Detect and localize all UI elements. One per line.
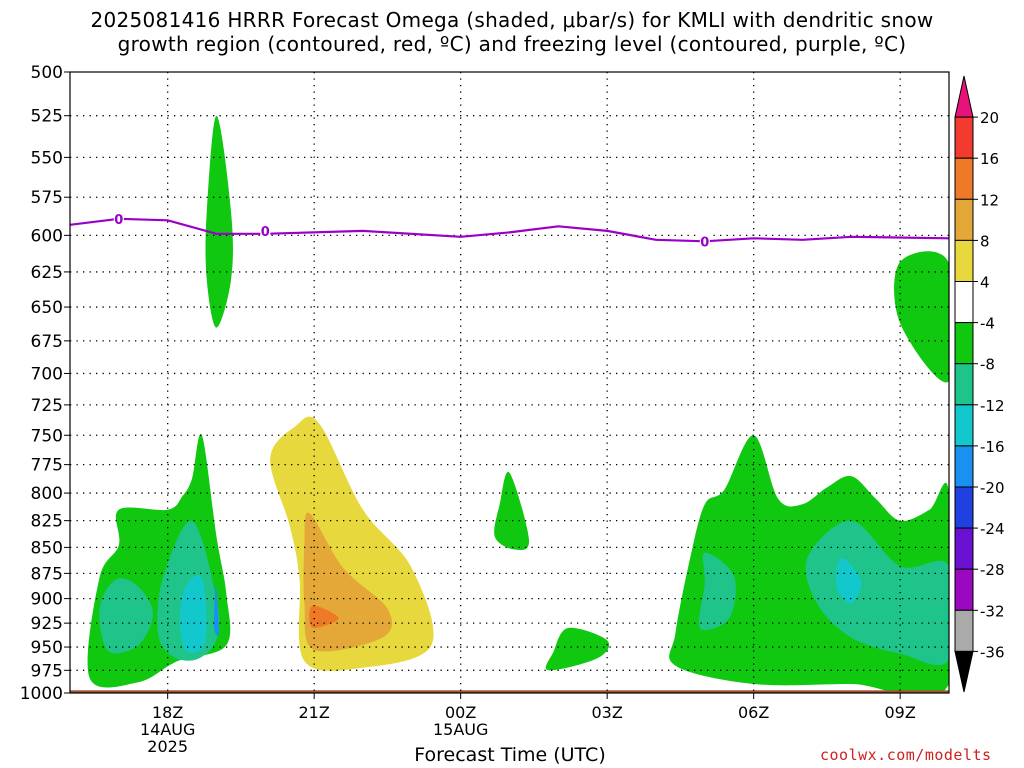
y-tick-label-750: 750	[31, 426, 63, 446]
colorbar-label-1: 16	[980, 150, 999, 168]
colorbar-label-11: -28	[980, 561, 1005, 579]
colorbar-box-3	[954, 198, 974, 241]
colorbar-top-triangle	[954, 75, 974, 118]
freezing-level-layer: 0 0 0	[70, 211, 949, 250]
colorbar-box-6	[954, 322, 974, 365]
omega-region-green-small-1	[494, 471, 530, 551]
omega-region-dark-orange-center	[309, 605, 339, 629]
colorbar-label-10: -24	[980, 520, 1005, 538]
colorbar-box-2	[954, 157, 974, 200]
y-tick-label-525: 525	[31, 107, 63, 127]
x-tick-label-0-1: 14AUG	[140, 720, 195, 739]
colorbar-label-2: 12	[980, 191, 999, 209]
freezing-label-bg-1	[260, 223, 271, 238]
y-tick-label-700: 700	[31, 364, 63, 384]
y-tick-label-850: 850	[31, 538, 63, 558]
x-axis-label: Forecast Time (UTC)	[414, 744, 606, 766]
y-tick-label-900: 900	[31, 590, 63, 610]
y-tick-label-650: 650	[31, 298, 63, 318]
y-axis: 500 525 550 575 600 625 650 675 700 725 750 775 800 8…	[20, 63, 70, 704]
colorbar-label-4: 4	[980, 274, 990, 292]
colorbar: 20 16 12 8 4 -4 -8 -12 -16 -20 -24 -28 -32 -36	[954, 75, 1005, 693]
y-tick-label-500: 500	[31, 63, 63, 83]
colorbar-box-12	[954, 568, 974, 611]
x-tick-label-6-0: 00Z	[445, 703, 476, 722]
omega-region-teal-left-a	[99, 578, 153, 654]
chart-title-line2: growth region (contoured, red, ºC) and f…	[117, 32, 907, 56]
freezing-level-label-0: 0	[114, 213, 123, 228]
x-tick-label-0-0: 18Z	[152, 703, 183, 722]
y-tick-label-775: 775	[31, 456, 63, 476]
colorbar-box-13	[954, 609, 974, 652]
freezing-level-line	[70, 217, 949, 243]
y-tick-label-925: 925	[31, 614, 63, 634]
credit-text: coolwx.com/modelts	[820, 746, 992, 764]
freezing-label-bg-0	[113, 211, 124, 226]
omega-region-green-right-upper	[894, 251, 949, 383]
y-tick-label-725: 725	[31, 396, 63, 416]
omega-region-teal-right-b	[805, 520, 949, 665]
chart-title-line1: 2025081416 HRRR Forecast Omega (shaded, …	[90, 8, 934, 32]
freezing-level-label-2: 0	[700, 235, 709, 250]
colorbar-box-4	[954, 239, 974, 282]
colorbar-box-1	[954, 116, 974, 159]
omega-region-cyan-left	[179, 575, 207, 653]
omega-region-teal-right-a	[698, 552, 736, 631]
omega-region-green-small-2	[545, 627, 610, 671]
x-tick-label-9-0: 03Z	[592, 703, 623, 722]
y-tick-label-800: 800	[31, 484, 63, 504]
x-tick-label-15-0: 09Z	[885, 703, 916, 722]
x-tick-label-0-2: 2025	[147, 737, 188, 756]
y-tick-label-575: 575	[31, 188, 63, 208]
x-tick-label-6-1: 15AUG	[433, 720, 488, 739]
y-tick-label-950: 950	[31, 638, 63, 658]
colorbar-label-13: -36	[980, 643, 1005, 661]
colorbar-box-10	[954, 486, 974, 529]
colorbar-label-8: -16	[980, 438, 1005, 456]
colorbar-label-5: -4	[980, 315, 995, 333]
omega-shading-layer	[70, 115, 949, 693]
freezing-level-label-1: 0	[261, 225, 270, 240]
y-tick-label-1000: 1000	[20, 684, 63, 704]
colorbar-label-3: 8	[980, 232, 990, 250]
omega-region-cyan-right	[836, 557, 862, 604]
omega-region-green-upper-tall	[205, 115, 233, 328]
colorbar-box-8	[954, 404, 974, 447]
plot-frame	[69, 71, 950, 694]
omega-region-blue-left	[213, 585, 219, 636]
y-tick-label-550: 550	[31, 148, 63, 168]
colorbar-box-9	[954, 445, 974, 488]
y-tick-label-975: 975	[31, 661, 63, 681]
y-tick-label-600: 600	[31, 226, 63, 246]
x-tick-label-12-0: 06Z	[738, 703, 769, 722]
colorbar-label-12: -32	[980, 602, 1005, 620]
y-tick-label-875: 875	[31, 564, 63, 584]
colorbar-label-9: -20	[980, 479, 1005, 497]
y-tick-label-625: 625	[31, 263, 63, 283]
ground-band	[70, 690, 949, 693]
y-tick-label-825: 825	[31, 512, 63, 532]
y-tick-label-675: 675	[31, 332, 63, 352]
colorbar-label-6: -8	[980, 356, 995, 374]
x-tick-label-3-0: 21Z	[299, 703, 330, 722]
colorbar-label-0: 20	[980, 109, 999, 127]
freezing-label-bg-2	[699, 234, 710, 249]
colorbar-box-7	[954, 363, 974, 406]
colorbar-bottom-triangle	[954, 650, 974, 693]
colorbar-box-11	[954, 527, 974, 570]
colorbar-box-5	[954, 281, 974, 324]
colorbar-label-7: -12	[980, 397, 1005, 415]
